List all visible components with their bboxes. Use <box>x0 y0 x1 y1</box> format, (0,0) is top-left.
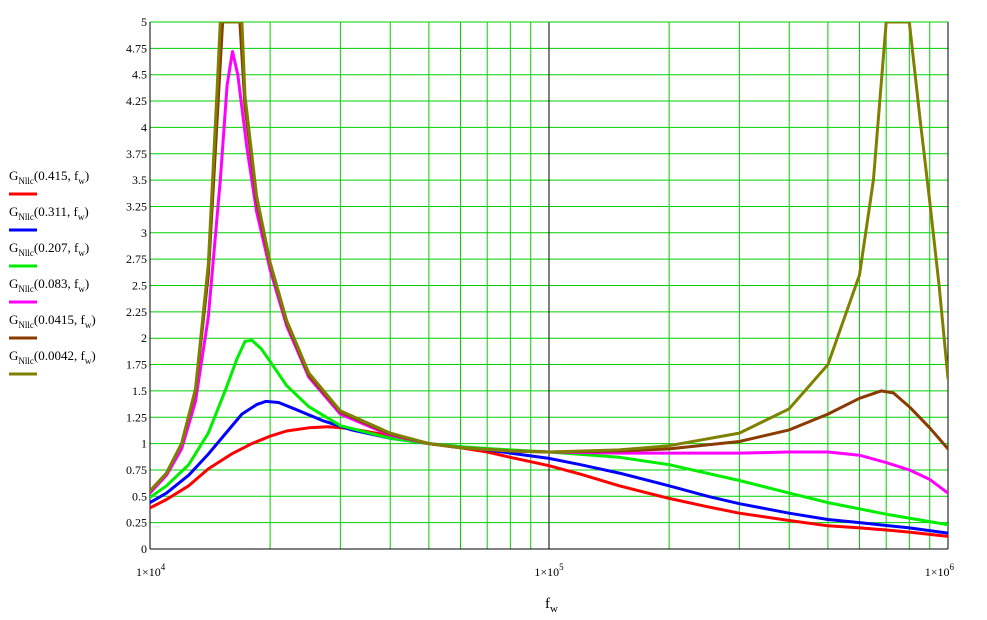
y-tick-label: 0.75 <box>126 463 147 477</box>
y-tick-label: 0.5 <box>132 489 147 503</box>
y-tick-label: 0.25 <box>126 516 147 530</box>
plot-lines <box>150 22 948 538</box>
y-tick-label: 4.75 <box>126 41 147 55</box>
y-tick-labels: 0 0.25 0.5 0.75 1 1.25 1.5 1.75 2 2.25 2.5 2.75 3 3.2… <box>126 15 147 556</box>
y-tick-label: 0 <box>141 542 147 556</box>
y-tick-label: 3.25 <box>126 199 147 213</box>
y-tick-label: 3.75 <box>126 147 147 161</box>
y-tick-label: 5 <box>141 15 147 29</box>
y-tick-label: 2 <box>141 331 147 345</box>
y-tick-label: 2.75 <box>126 252 147 266</box>
legend-entry-6: GNllc(0.0042, fw) <box>9 348 96 376</box>
y-tick-label: 4.5 <box>132 68 147 82</box>
y-tick-label: 3.5 <box>132 173 147 187</box>
x-tick-labels: 1×104 1×105 1×106 <box>136 562 955 579</box>
y-tick-label: 4 <box>141 120 147 134</box>
y-tick-label: 2.5 <box>132 279 147 293</box>
legend-label: GNllc(0.0415, fw) <box>9 312 96 330</box>
x-axis-label-sub: w <box>550 603 558 615</box>
y-tick-label: 3 <box>141 226 147 240</box>
legend-label: GNllc(0.311, fw) <box>9 204 89 222</box>
y-tick-label: 1.25 <box>126 410 147 424</box>
legend-entry-1: GNllc(0.415, fw) <box>9 168 89 196</box>
legend-entry-4: GNllc(0.083, fw) <box>9 276 89 304</box>
x-axis-label: fw <box>545 596 558 615</box>
y-tick-label: 2.25 <box>126 305 147 319</box>
series-line-6 <box>150 22 948 493</box>
x-tick-label: 1×106 <box>925 562 955 579</box>
axes <box>149 21 949 550</box>
y-tick-label: 1.75 <box>126 358 147 372</box>
legend-label: GNllc(0.083, fw) <box>9 276 89 294</box>
y-tick-label: 1 <box>141 437 147 451</box>
x-tick-label: 1×105 <box>534 562 564 579</box>
legend-label: GNllc(0.0042, fw) <box>9 348 96 366</box>
y-tick-label: 4.25 <box>126 94 147 108</box>
legend-label: GNllc(0.207, fw) <box>9 240 89 258</box>
legend-label: GNllc(0.415, fw) <box>9 168 89 186</box>
y-tick-label: 1.5 <box>132 384 147 398</box>
x-tick-label: 1×104 <box>136 562 166 579</box>
legend: GNllc(0.415, fw) GNllc(0.311, fw) GNllc(0.… <box>9 168 96 376</box>
legend-entry-2: GNllc(0.311, fw) <box>9 204 89 232</box>
series-line-3 <box>150 338 948 527</box>
legend-entry-5: GNllc(0.0415, fw) <box>9 312 96 340</box>
x-axis-label-main: f <box>545 596 550 612</box>
legend-entry-3: GNllc(0.207, fw) <box>9 240 89 268</box>
